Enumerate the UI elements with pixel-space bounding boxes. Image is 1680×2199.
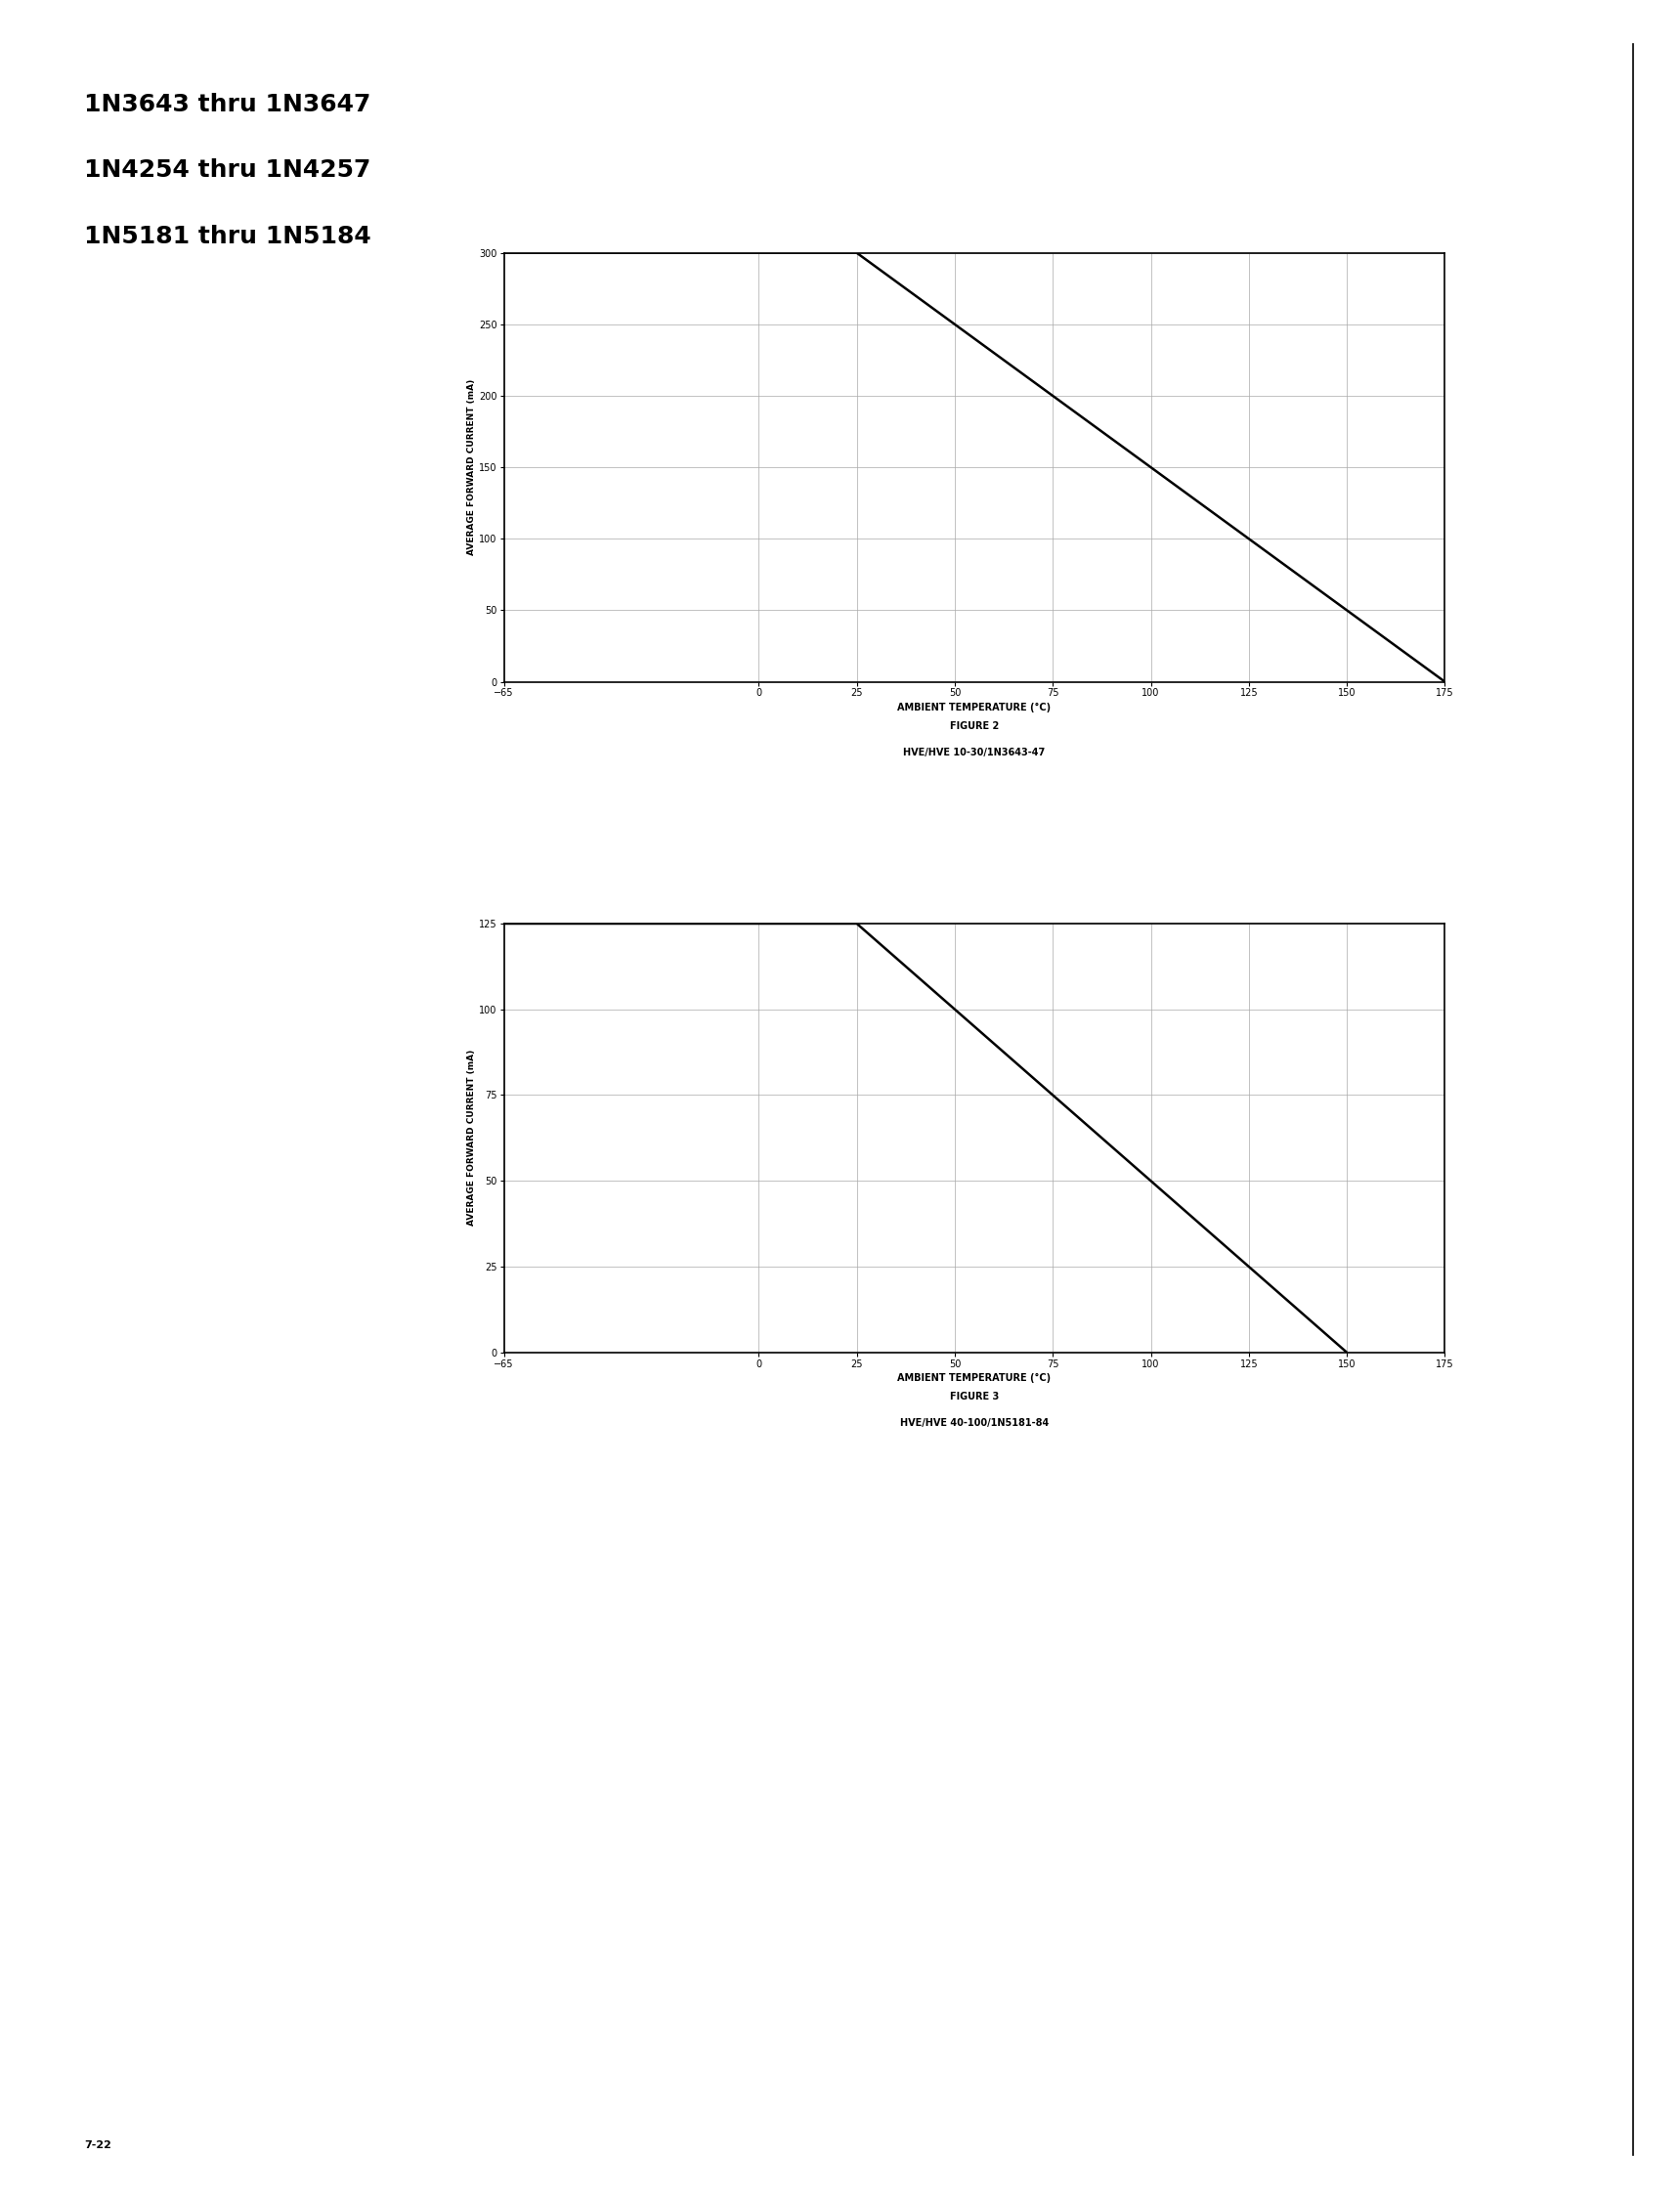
X-axis label: AMBIENT TEMPERATURE (°C): AMBIENT TEMPERATURE (°C) (897, 701, 1052, 712)
Text: HVE/HVE 10-30/1N3643-47: HVE/HVE 10-30/1N3643-47 (904, 748, 1045, 756)
Text: FIGURE 2: FIGURE 2 (949, 721, 1000, 730)
Text: FIGURE 3: FIGURE 3 (949, 1392, 1000, 1401)
Text: 7-22: 7-22 (84, 2142, 111, 2151)
Text: 1N5181 thru 1N5184: 1N5181 thru 1N5184 (84, 224, 371, 248)
Text: 1N3643 thru 1N3647: 1N3643 thru 1N3647 (84, 92, 371, 117)
Text: HVE/HVE 40-100/1N5181-84: HVE/HVE 40-100/1N5181-84 (900, 1418, 1048, 1427)
Text: 1N4254 thru 1N4257: 1N4254 thru 1N4257 (84, 158, 371, 183)
X-axis label: AMBIENT TEMPERATURE (°C): AMBIENT TEMPERATURE (°C) (897, 1372, 1052, 1383)
Y-axis label: AVERAGE FORWARD CURRENT (mA): AVERAGE FORWARD CURRENT (mA) (467, 1049, 477, 1227)
Y-axis label: AVERAGE FORWARD CURRENT (mA): AVERAGE FORWARD CURRENT (mA) (467, 378, 477, 556)
